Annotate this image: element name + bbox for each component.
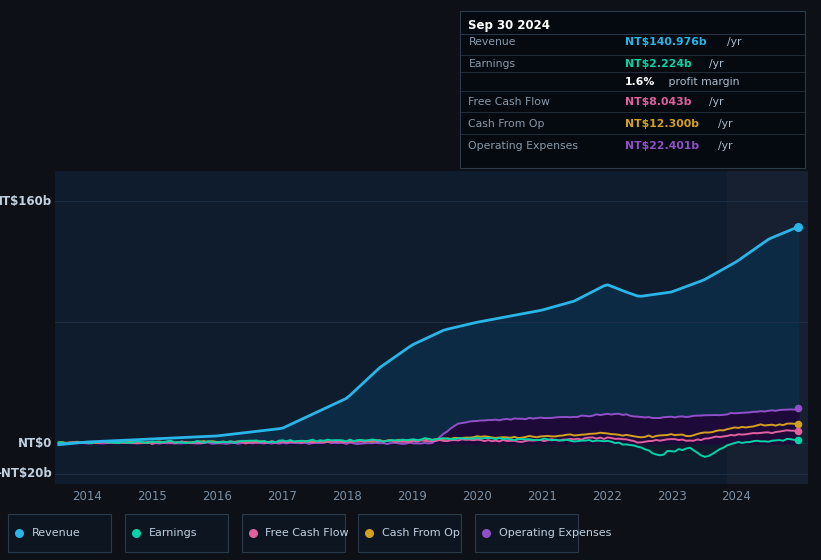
Text: Cash From Op: Cash From Op (382, 529, 460, 538)
Point (791, 427, 805, 436)
Text: Earnings: Earnings (469, 59, 516, 69)
Text: Revenue: Revenue (469, 37, 516, 47)
Text: /yr: /yr (727, 37, 742, 47)
Point (791, 404, 805, 413)
Text: NT$2.224b: NT$2.224b (626, 59, 692, 69)
Point (791, 436, 805, 445)
Point (479, 529, 493, 538)
Text: NT$22.401b: NT$22.401b (626, 141, 699, 151)
FancyBboxPatch shape (125, 514, 228, 552)
Point (791, 222, 805, 231)
Text: Earnings: Earnings (149, 529, 197, 538)
Text: Sep 30 2024: Sep 30 2024 (469, 19, 550, 32)
Text: /yr: /yr (718, 119, 733, 129)
Point (13, 529, 26, 538)
Text: Cash From Op: Cash From Op (469, 119, 545, 129)
Text: NT$8.043b: NT$8.043b (626, 97, 692, 106)
Text: -NT$20b: -NT$20b (0, 467, 52, 480)
Text: /yr: /yr (709, 97, 724, 106)
Text: profit margin: profit margin (664, 77, 739, 87)
Text: NT$12.300b: NT$12.300b (626, 119, 699, 129)
Text: Revenue: Revenue (32, 529, 80, 538)
FancyBboxPatch shape (241, 514, 345, 552)
Bar (727, 171, 814, 484)
Point (791, 419, 805, 428)
FancyBboxPatch shape (8, 514, 111, 552)
Text: NT$140.976b: NT$140.976b (626, 37, 707, 47)
Text: /yr: /yr (718, 141, 733, 151)
Text: Free Cash Flow: Free Cash Flow (265, 529, 349, 538)
Point (130, 529, 143, 538)
Text: NT$160b: NT$160b (0, 194, 52, 208)
Point (363, 529, 376, 538)
FancyBboxPatch shape (475, 514, 578, 552)
Text: Operating Expenses: Operating Expenses (498, 529, 611, 538)
FancyBboxPatch shape (358, 514, 461, 552)
Text: 1.6%: 1.6% (626, 77, 656, 87)
Text: Free Cash Flow: Free Cash Flow (469, 97, 550, 106)
Point (246, 529, 259, 538)
Text: Operating Expenses: Operating Expenses (469, 141, 578, 151)
Text: NT$0: NT$0 (17, 437, 52, 450)
Text: /yr: /yr (709, 59, 724, 69)
